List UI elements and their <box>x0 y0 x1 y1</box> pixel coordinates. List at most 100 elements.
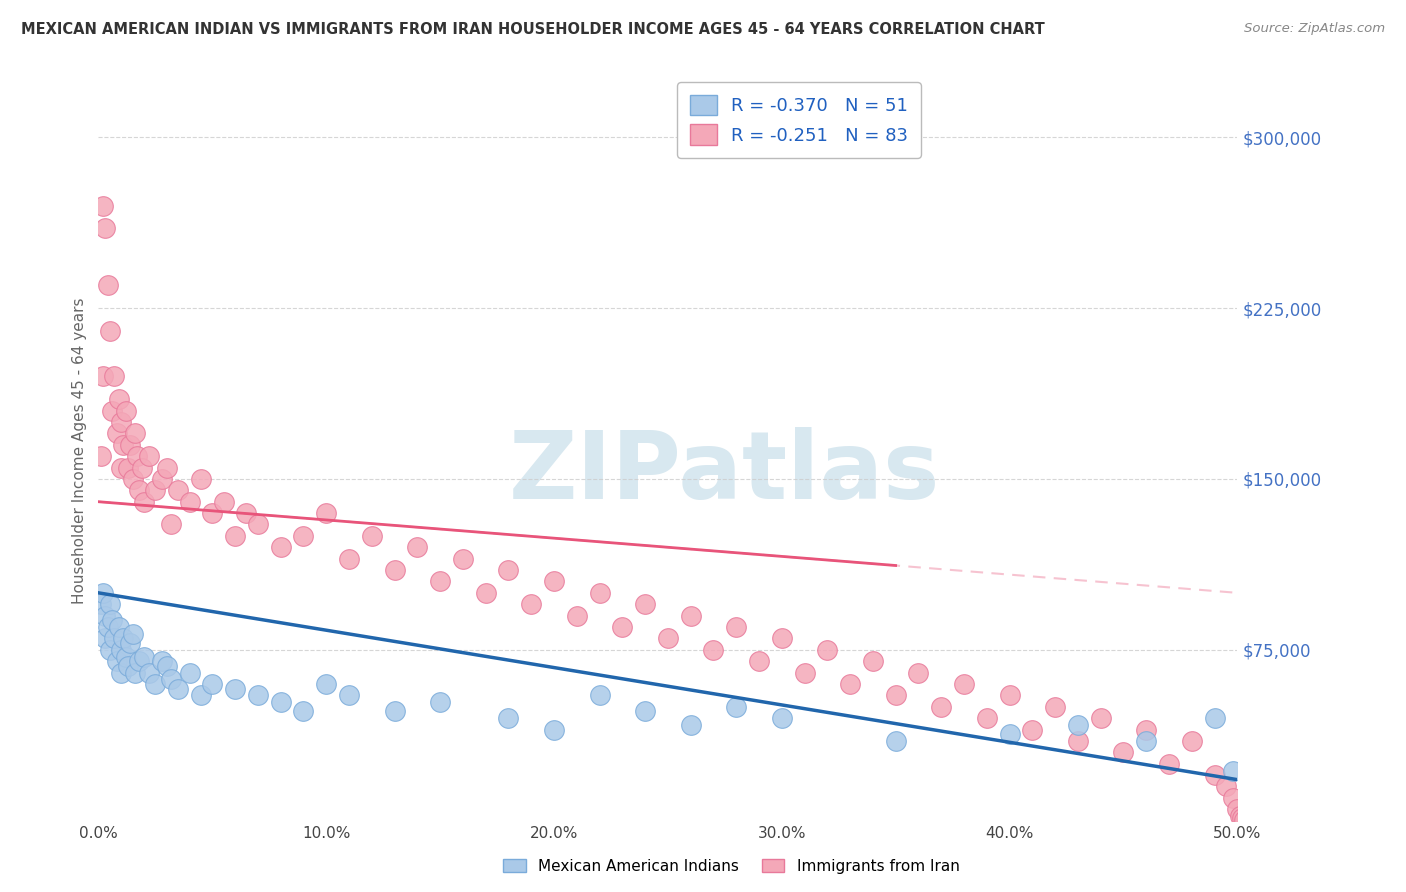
Point <box>145 483 167 498</box>
Point <box>1229 809 1251 823</box>
Point <box>315 506 337 520</box>
Point <box>212 494 235 508</box>
Point <box>121 472 143 486</box>
Point <box>1043 699 1066 714</box>
Text: MEXICAN AMERICAN INDIAN VS IMMIGRANTS FROM IRAN HOUSEHOLDER INCOME AGES 45 - 64 : MEXICAN AMERICAN INDIAN VS IMMIGRANTS FR… <box>21 22 1045 37</box>
Point <box>117 460 139 475</box>
Point <box>96 278 118 293</box>
Point <box>270 541 292 555</box>
Point <box>110 460 132 475</box>
Point <box>156 658 179 673</box>
Point <box>90 597 112 611</box>
Point <box>110 642 132 657</box>
Point <box>1226 802 1249 816</box>
Point <box>124 665 146 680</box>
Point <box>406 541 429 555</box>
Point <box>108 620 131 634</box>
Point <box>1112 745 1135 759</box>
Point <box>1135 723 1157 737</box>
Legend: R = -0.370   N = 51, R = -0.251   N = 83: R = -0.370 N = 51, R = -0.251 N = 83 <box>676 82 921 158</box>
Point <box>998 727 1021 741</box>
Point <box>98 324 121 338</box>
Legend: Mexican American Indians, Immigrants from Iran: Mexican American Indians, Immigrants fro… <box>496 853 966 880</box>
Point <box>120 438 142 452</box>
Text: Source: ZipAtlas.com: Source: ZipAtlas.com <box>1244 22 1385 36</box>
Point <box>138 449 160 463</box>
Point <box>315 677 337 691</box>
Point <box>588 689 610 703</box>
Point <box>292 704 315 718</box>
Point <box>160 673 183 687</box>
Point <box>156 460 179 475</box>
Point <box>179 494 201 508</box>
Point <box>1135 734 1157 748</box>
Point <box>1233 813 1256 827</box>
Point <box>429 695 451 709</box>
Point <box>90 449 112 463</box>
Point <box>1230 811 1253 825</box>
Point <box>110 415 132 429</box>
Point <box>132 494 155 508</box>
Point <box>1021 723 1043 737</box>
Point <box>543 723 565 737</box>
Text: ZIPatlas: ZIPatlas <box>509 426 941 518</box>
Point <box>114 403 136 417</box>
Point <box>588 586 610 600</box>
Point <box>150 472 173 486</box>
Point <box>1181 734 1204 748</box>
Point <box>360 529 382 543</box>
Point <box>337 551 360 566</box>
Point <box>793 665 815 680</box>
Point <box>384 704 406 718</box>
Point <box>120 636 142 650</box>
Point <box>98 597 121 611</box>
Point <box>128 483 150 498</box>
Point <box>1067 718 1090 732</box>
Point <box>884 734 907 748</box>
Point <box>224 529 246 543</box>
Point <box>132 649 155 664</box>
Point <box>167 681 190 696</box>
Point <box>702 642 724 657</box>
Point <box>270 695 292 709</box>
Point <box>634 704 657 718</box>
Point <box>498 711 520 725</box>
Point <box>167 483 190 498</box>
Point <box>96 620 118 634</box>
Point <box>474 586 496 600</box>
Point <box>103 369 125 384</box>
Point <box>138 665 160 680</box>
Point <box>384 563 406 577</box>
Point <box>145 677 167 691</box>
Point <box>976 711 998 725</box>
Y-axis label: Householder Income Ages 45 - 64 years: Householder Income Ages 45 - 64 years <box>72 297 87 604</box>
Point <box>292 529 315 543</box>
Point <box>953 677 976 691</box>
Point <box>725 699 748 714</box>
Point <box>160 517 183 532</box>
Point <box>124 426 146 441</box>
Point <box>94 632 117 646</box>
Point <box>679 608 702 623</box>
Point <box>94 221 117 235</box>
Point <box>150 654 173 668</box>
Point <box>725 620 748 634</box>
Point <box>127 449 149 463</box>
Point <box>108 392 131 407</box>
Point <box>112 438 135 452</box>
Point <box>246 689 269 703</box>
Point <box>117 658 139 673</box>
Point <box>498 563 520 577</box>
Point <box>451 551 474 566</box>
Point <box>429 574 451 589</box>
Point <box>565 608 588 623</box>
Point <box>770 632 793 646</box>
Point <box>1222 764 1244 778</box>
Point <box>131 460 153 475</box>
Point <box>201 506 224 520</box>
Point <box>839 677 862 691</box>
Point <box>1157 756 1180 771</box>
Point <box>98 642 121 657</box>
Point <box>224 681 246 696</box>
Point <box>246 517 269 532</box>
